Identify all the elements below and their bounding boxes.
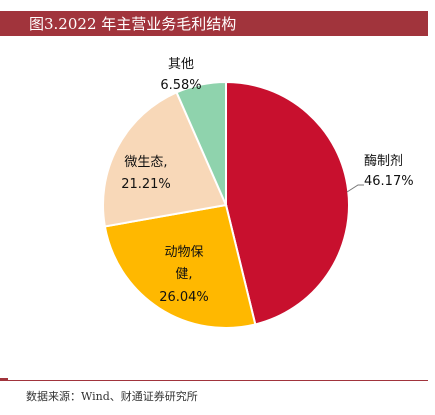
data-source-note: 数据来源：Wind、财通证券研究所 <box>26 390 198 403</box>
footer-divider <box>0 380 428 381</box>
pie-chart-svg: 酶制剂 46.17% 动物保 健, 26.04% 微生态, 21.21% 其他 … <box>102 57 414 329</box>
slice-other <box>175 80 227 206</box>
footer-accent-mark <box>0 378 8 380</box>
slice-label-animal-name-b: 健, <box>175 267 192 282</box>
chart-title: 图3.2022 年主营业务毛利结构 <box>29 15 237 33</box>
chart-title-bar: 图3.2022 年主营业务毛利结构 <box>0 11 428 36</box>
slice-probiotic <box>102 91 228 228</box>
slice-label-animal-value: 26.04% <box>159 290 209 305</box>
slice-label-enzyme-value: 46.17% <box>364 174 414 189</box>
slice-label-animal-name-a: 动物保 <box>164 245 203 260</box>
slice-label-other-name: 其他 <box>168 57 194 72</box>
slice-label-other-value: 6.58% <box>160 78 201 93</box>
pie-chart: 酶制剂 46.17% 动物保 健, 26.04% 微生态, 21.21% 其他 … <box>0 40 435 370</box>
slice-label-enzyme-name: 酶制剂 <box>364 153 403 169</box>
slice-enzyme <box>225 80 350 326</box>
slice-animal-health <box>103 203 257 329</box>
slice-label-probiotic-value: 21.21% <box>121 177 171 192</box>
leader-line-enzyme <box>346 184 364 193</box>
slice-label-probiotic-name: 微生态, <box>124 155 167 170</box>
